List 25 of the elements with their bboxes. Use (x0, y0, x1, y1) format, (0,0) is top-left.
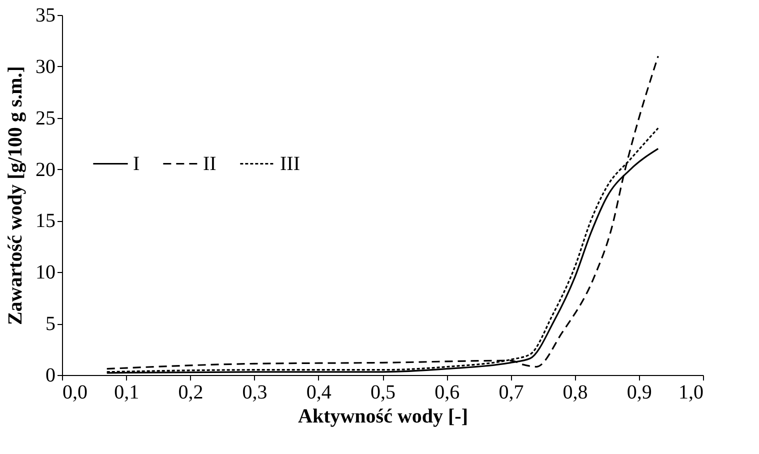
x-tick-label: 0,0 (62, 382, 88, 404)
y-tick-label: 20 (36, 158, 56, 181)
y-tick-label: 25 (36, 107, 56, 130)
x-axis-title: Aktywność wody [-] (298, 406, 468, 428)
x-tick-label: 0,8 (562, 382, 588, 404)
x-tick-label: 1,0 (678, 382, 704, 404)
x-tick-label: 0,1 (114, 382, 140, 404)
y-tick-label: 5 (46, 313, 56, 336)
y-tick-label: 15 (36, 210, 56, 232)
y-tick-label: 10 (36, 262, 56, 284)
y-tick-label: 0 (46, 364, 56, 386)
y-tick-label: 30 (36, 56, 56, 78)
x-tick-label: 0,2 (178, 382, 204, 404)
legend-label: II (203, 152, 216, 175)
x-tick-label: 0,7 (498, 382, 524, 404)
x-tick-label: 0,5 (370, 382, 396, 404)
x-tick-label: 0,3 (242, 382, 268, 404)
legend-label: III (280, 152, 300, 175)
y-axis-title: Zawartość wody [g/100 g s.m.] (4, 66, 26, 325)
legend-label: I (133, 152, 140, 175)
x-tick-label: 0,6 (434, 382, 460, 404)
x-tick-label: 0,9 (626, 382, 652, 404)
x-tick-label: 0,4 (306, 382, 332, 404)
line-series (106, 55, 659, 370)
y-tick-label: 35 (36, 4, 56, 26)
